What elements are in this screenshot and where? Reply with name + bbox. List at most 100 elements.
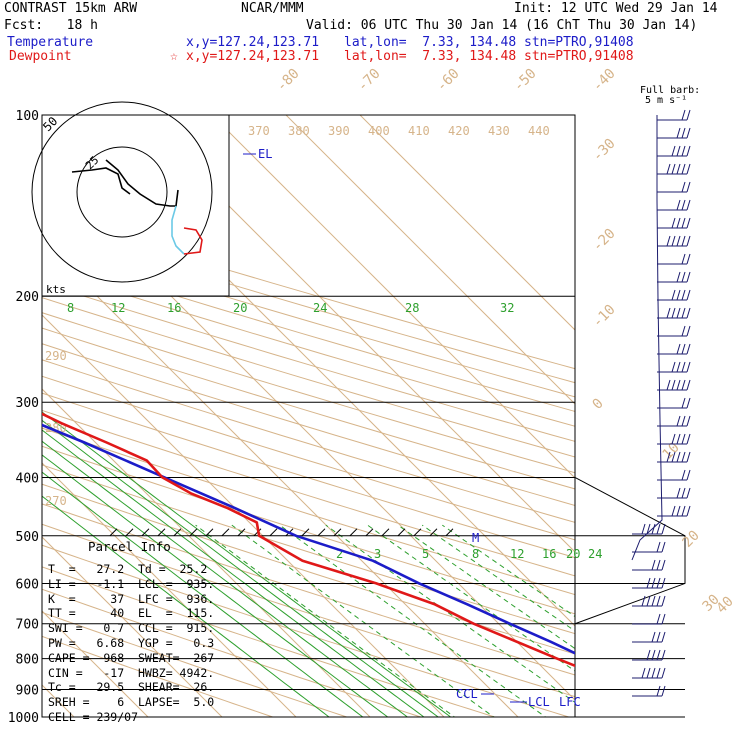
hatch-mark xyxy=(141,528,150,537)
wind-barb-flag xyxy=(676,415,681,427)
mixing-ratio-line xyxy=(42,440,408,717)
wind-barb-flag xyxy=(681,163,686,175)
wind-barb-flag xyxy=(686,325,691,337)
isotherm-line xyxy=(42,314,445,717)
parcel-info-row: Tc = 29.5 SHEAR= 26. xyxy=(48,680,215,695)
dewpoint-star-icon: ☆ xyxy=(170,49,178,64)
ccl-label: CCL xyxy=(456,687,478,701)
hatch-mark xyxy=(301,528,310,537)
init-time: Init: 12 UTC Wed 29 Jan 14 xyxy=(514,1,718,16)
pressure-tick-label: 100 xyxy=(16,109,39,124)
wind-barb-flag xyxy=(671,145,676,157)
hodograph-box xyxy=(41,114,230,297)
hatch-mark xyxy=(173,528,182,537)
hatch-mark xyxy=(189,528,198,537)
wind-barb-flag xyxy=(671,361,676,373)
mixing-ratio-label: 3 xyxy=(374,547,381,561)
theta-label: 410 xyxy=(408,124,430,138)
wind-barb-flag xyxy=(646,523,651,535)
pressure-tick-label: 900 xyxy=(16,683,39,698)
mixing-ratio-label: 20 xyxy=(233,301,247,315)
wind-barb-flag xyxy=(646,577,651,589)
wind-barb-flag xyxy=(681,109,686,121)
wind-barb-flag xyxy=(681,145,686,157)
pressure-tick-label: 400 xyxy=(16,471,39,486)
wind-barb-flag xyxy=(666,307,671,319)
wind-barb-flag xyxy=(666,451,671,463)
temperature-line xyxy=(42,423,575,655)
hatch-mark xyxy=(365,528,374,537)
theta-label: 370 xyxy=(248,124,270,138)
wind-barb-flag xyxy=(656,577,661,589)
theta-label: 440 xyxy=(528,124,550,138)
wind-barb-flag xyxy=(646,649,651,661)
wind-barb-flag xyxy=(656,631,661,643)
wind-barb-flag xyxy=(686,199,691,211)
dry-adiabat-line xyxy=(42,588,423,717)
isotherm-label: -30 xyxy=(590,136,619,165)
wind-barb-flag xyxy=(681,379,686,391)
pressure-tick-label: 300 xyxy=(16,396,39,411)
wind-barb-flag xyxy=(681,271,686,283)
hatch-mark xyxy=(333,528,342,537)
wind-barb-flag xyxy=(676,127,681,139)
wind-barb-flag xyxy=(661,559,666,571)
wind-barb-flag xyxy=(661,667,666,679)
chart-title: CONTRAST 15km ARW xyxy=(4,1,138,16)
theta-label: 270 xyxy=(45,494,67,508)
wind-barb-flag xyxy=(681,433,686,445)
wind-barb-flag xyxy=(681,127,686,139)
mixing-ratio-label: 8 xyxy=(67,301,74,315)
mixing-ratio-label: 32 xyxy=(500,301,514,315)
wind-barb-flag xyxy=(671,235,676,247)
wind-barb-flag xyxy=(671,379,676,391)
wind-barb-flag xyxy=(676,271,681,283)
hatch-mark xyxy=(317,528,326,537)
wind-barb-flag xyxy=(666,379,671,391)
hodograph-ring-outer xyxy=(31,101,213,283)
hatch-mark xyxy=(445,528,454,537)
mixing-ratio-dashed-line xyxy=(397,524,575,650)
mixing-ratio-line xyxy=(42,454,388,717)
wind-barb-flag xyxy=(656,541,661,553)
hatch-mark xyxy=(125,528,134,537)
wind-barb-flag xyxy=(671,433,676,445)
parcel-info-row: SWI = 0.7 CCL = 915. xyxy=(48,621,215,636)
dewpoint-line xyxy=(42,412,575,668)
hatch-mark xyxy=(429,528,438,537)
forecast-hour: Fcst: 18 h xyxy=(4,18,98,33)
parcel-info-row: TT = 40 EL = 115. xyxy=(48,606,215,621)
wind-barb-flag xyxy=(681,217,686,229)
wind-barb-flag xyxy=(651,667,656,679)
dry-adiabat-line xyxy=(42,464,575,635)
parcel-info-row: CELL = 239/07 xyxy=(48,709,139,724)
wind-barb-flag xyxy=(681,199,686,211)
wind-barb-flag xyxy=(661,631,666,643)
isotherm-label: 10 xyxy=(660,440,683,463)
mixing-ratio-lines xyxy=(42,411,575,717)
isotherm-label: 40 xyxy=(714,594,737,617)
wind-barb-flag xyxy=(676,379,681,391)
wind-barb-flag xyxy=(681,235,686,247)
lcl-label: LCL xyxy=(528,695,550,709)
wind-barb-flag xyxy=(676,361,681,373)
parcel-info-row: PW = 6.68 YGP = 0.3 xyxy=(48,635,215,650)
wind-barb-flag xyxy=(671,505,676,517)
wind-barb-flag xyxy=(651,523,656,535)
parcel-info-row: SREH = 6 LAPSE= 5.0 xyxy=(48,695,215,710)
wind-barb-flag xyxy=(641,667,646,679)
wind-barb-flag xyxy=(671,307,676,319)
wind-barb-flag xyxy=(686,451,691,463)
wind-barb-flag xyxy=(676,487,681,499)
wind-barb-flag xyxy=(641,595,646,607)
dewpoint-xy: x,y=127.24,123.71 xyxy=(186,49,320,64)
isotherm-line xyxy=(42,610,149,717)
wind-barbs xyxy=(631,109,691,697)
hatch-mark xyxy=(237,528,246,537)
dry-adiabat-line xyxy=(42,409,575,577)
wind-barb-flag xyxy=(656,667,661,679)
parcel-info-table: T = 27.2 Td = 25.2 LI = -1.1 LCL = 935. K … xyxy=(48,562,214,725)
isotherm-label: -70 xyxy=(355,66,384,95)
